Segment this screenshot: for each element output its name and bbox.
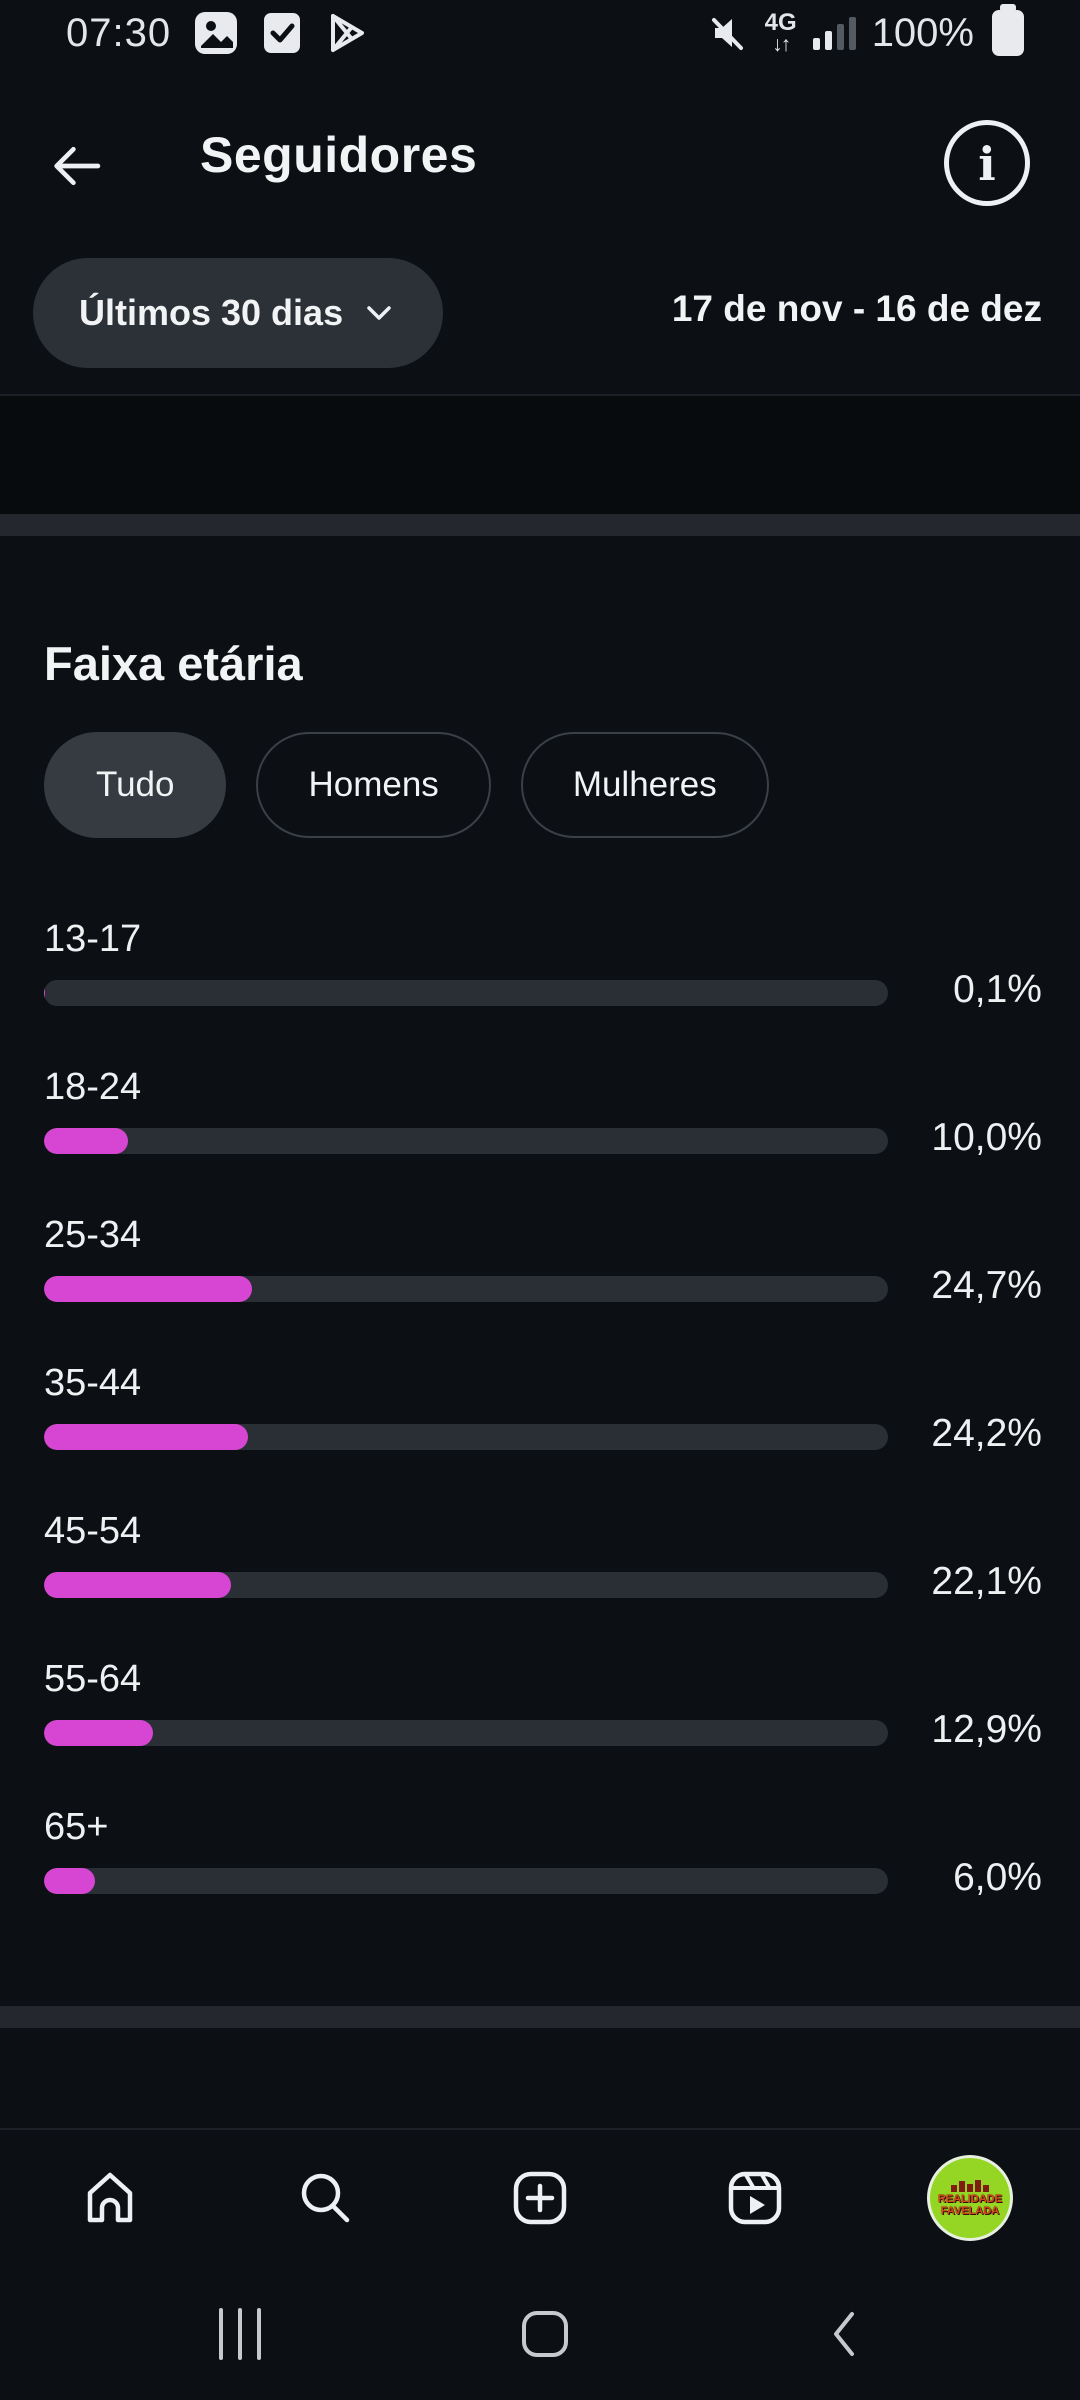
search-icon [294,2167,356,2229]
chevron-down-icon [361,295,397,331]
muted-speaker-icon [707,12,749,54]
age-label: 18-24 [44,1066,142,1108]
bar-track [44,1128,888,1154]
info-circle-icon: i [978,137,996,191]
percent-value: 12,9% [931,1708,1042,1751]
nav-home-button[interactable] [66,2154,154,2242]
age-section-title: Faixa etária [44,637,303,690]
tab-men[interactable]: Homens [256,732,491,838]
bar-track [44,1572,888,1598]
clock: 07:30 [66,10,172,55]
create-post-icon [509,2167,571,2229]
bar-track [44,980,888,1006]
age-row-13-17: 13-17 0,1% [0,918,1080,1066]
age-label: 25-34 [44,1214,142,1256]
age-row-45-54: 45-54 22,1% [0,1510,1080,1658]
android-back-icon [821,2306,869,2362]
percent-value: 24,7% [931,1264,1042,1307]
home-icon [78,2166,142,2230]
info-button[interactable]: i [944,120,1030,206]
back-button[interactable] [44,134,108,198]
avatar-text-line2: FAVELADA [940,2204,1000,2217]
nav-profile-button[interactable]: REALIDADE FAVELADA [926,2154,1014,2242]
bar-fill [44,1720,153,1746]
recent-apps-icon [219,2308,261,2360]
bar-fill [44,1276,253,1302]
age-label: 35-44 [44,1362,142,1404]
page-title: Seguidores [200,127,478,183]
age-row-65plus: 65+ 6,0% [0,1806,1080,1954]
age-row-35-44: 35-44 24,2% [0,1362,1080,1510]
android-back-button[interactable] [801,2290,889,2378]
percent-value: 22,1% [931,1560,1042,1603]
percent-value: 6,0% [953,1856,1042,1899]
age-label: 45-54 [44,1510,142,1552]
reels-icon [724,2167,786,2229]
bar-track [44,1720,888,1746]
period-selector-chip[interactable]: Últimos 30 dias [33,258,444,368]
tab-all[interactable]: Tudo [44,732,227,838]
nav-reels-button[interactable] [711,2154,799,2242]
section-divider [0,2006,1080,2028]
percent-value: 0,1% [953,968,1042,1011]
bar-fill [44,1128,129,1154]
signal-bars-icon [812,16,856,50]
bottom-navigation: REALIDADE FAVELADA [0,2128,1080,2266]
age-row-18-24: 18-24 10,0% [0,1066,1080,1214]
gender-filter-tabs: Tudo Homens Mulheres [44,732,769,838]
bar-fill [44,1424,249,1450]
bar-track [44,1276,888,1302]
age-row-25-34: 25-34 24,7% [0,1214,1080,1362]
play-store-icon [325,10,371,56]
percent-value: 10,0% [931,1116,1042,1159]
bar-fill [44,980,45,1006]
section-divider [0,514,1080,536]
nav-create-button[interactable] [496,2154,584,2242]
bar-track [44,1424,888,1450]
battery-percent: 100% [871,10,974,55]
percent-value: 24,2% [931,1412,1042,1455]
nav-search-button[interactable] [281,2154,369,2242]
bar-fill [44,1572,231,1598]
age-row-55-64: 55-64 12,9% [0,1658,1080,1806]
recent-apps-button[interactable] [196,2290,284,2378]
android-home-icon [522,2311,568,2357]
age-label: 55-64 [44,1658,142,1700]
bar-fill [44,1868,95,1894]
android-home-button[interactable] [501,2290,589,2378]
profile-avatar: REALIDADE FAVELADA [927,2155,1013,2241]
age-label: 13-17 [44,918,142,960]
checkbox-icon [261,9,303,57]
android-navigation-bar [0,2266,1080,2400]
4g-icon: 4G ↓↑ [764,9,797,56]
arrow-left-icon [45,135,107,197]
bar-track [44,1868,888,1894]
status-bar: 07:30 4G ↓↑ 100% [0,0,1080,66]
section-gap [0,396,1080,514]
avatar-skyline [951,2179,989,2192]
age-label: 65+ [44,1806,109,1848]
gallery-icon [193,10,239,56]
header: Seguidores i [0,108,1080,224]
tab-women[interactable]: Mulheres [520,732,769,838]
avatar-text-line1: REALIDADE [937,2192,1003,2205]
period-chip-label: Últimos 30 dias [79,292,344,333]
date-range-label: 17 de nov - 16 de dez [671,288,1042,329]
divider [0,394,1080,396]
battery-icon [992,4,1024,56]
